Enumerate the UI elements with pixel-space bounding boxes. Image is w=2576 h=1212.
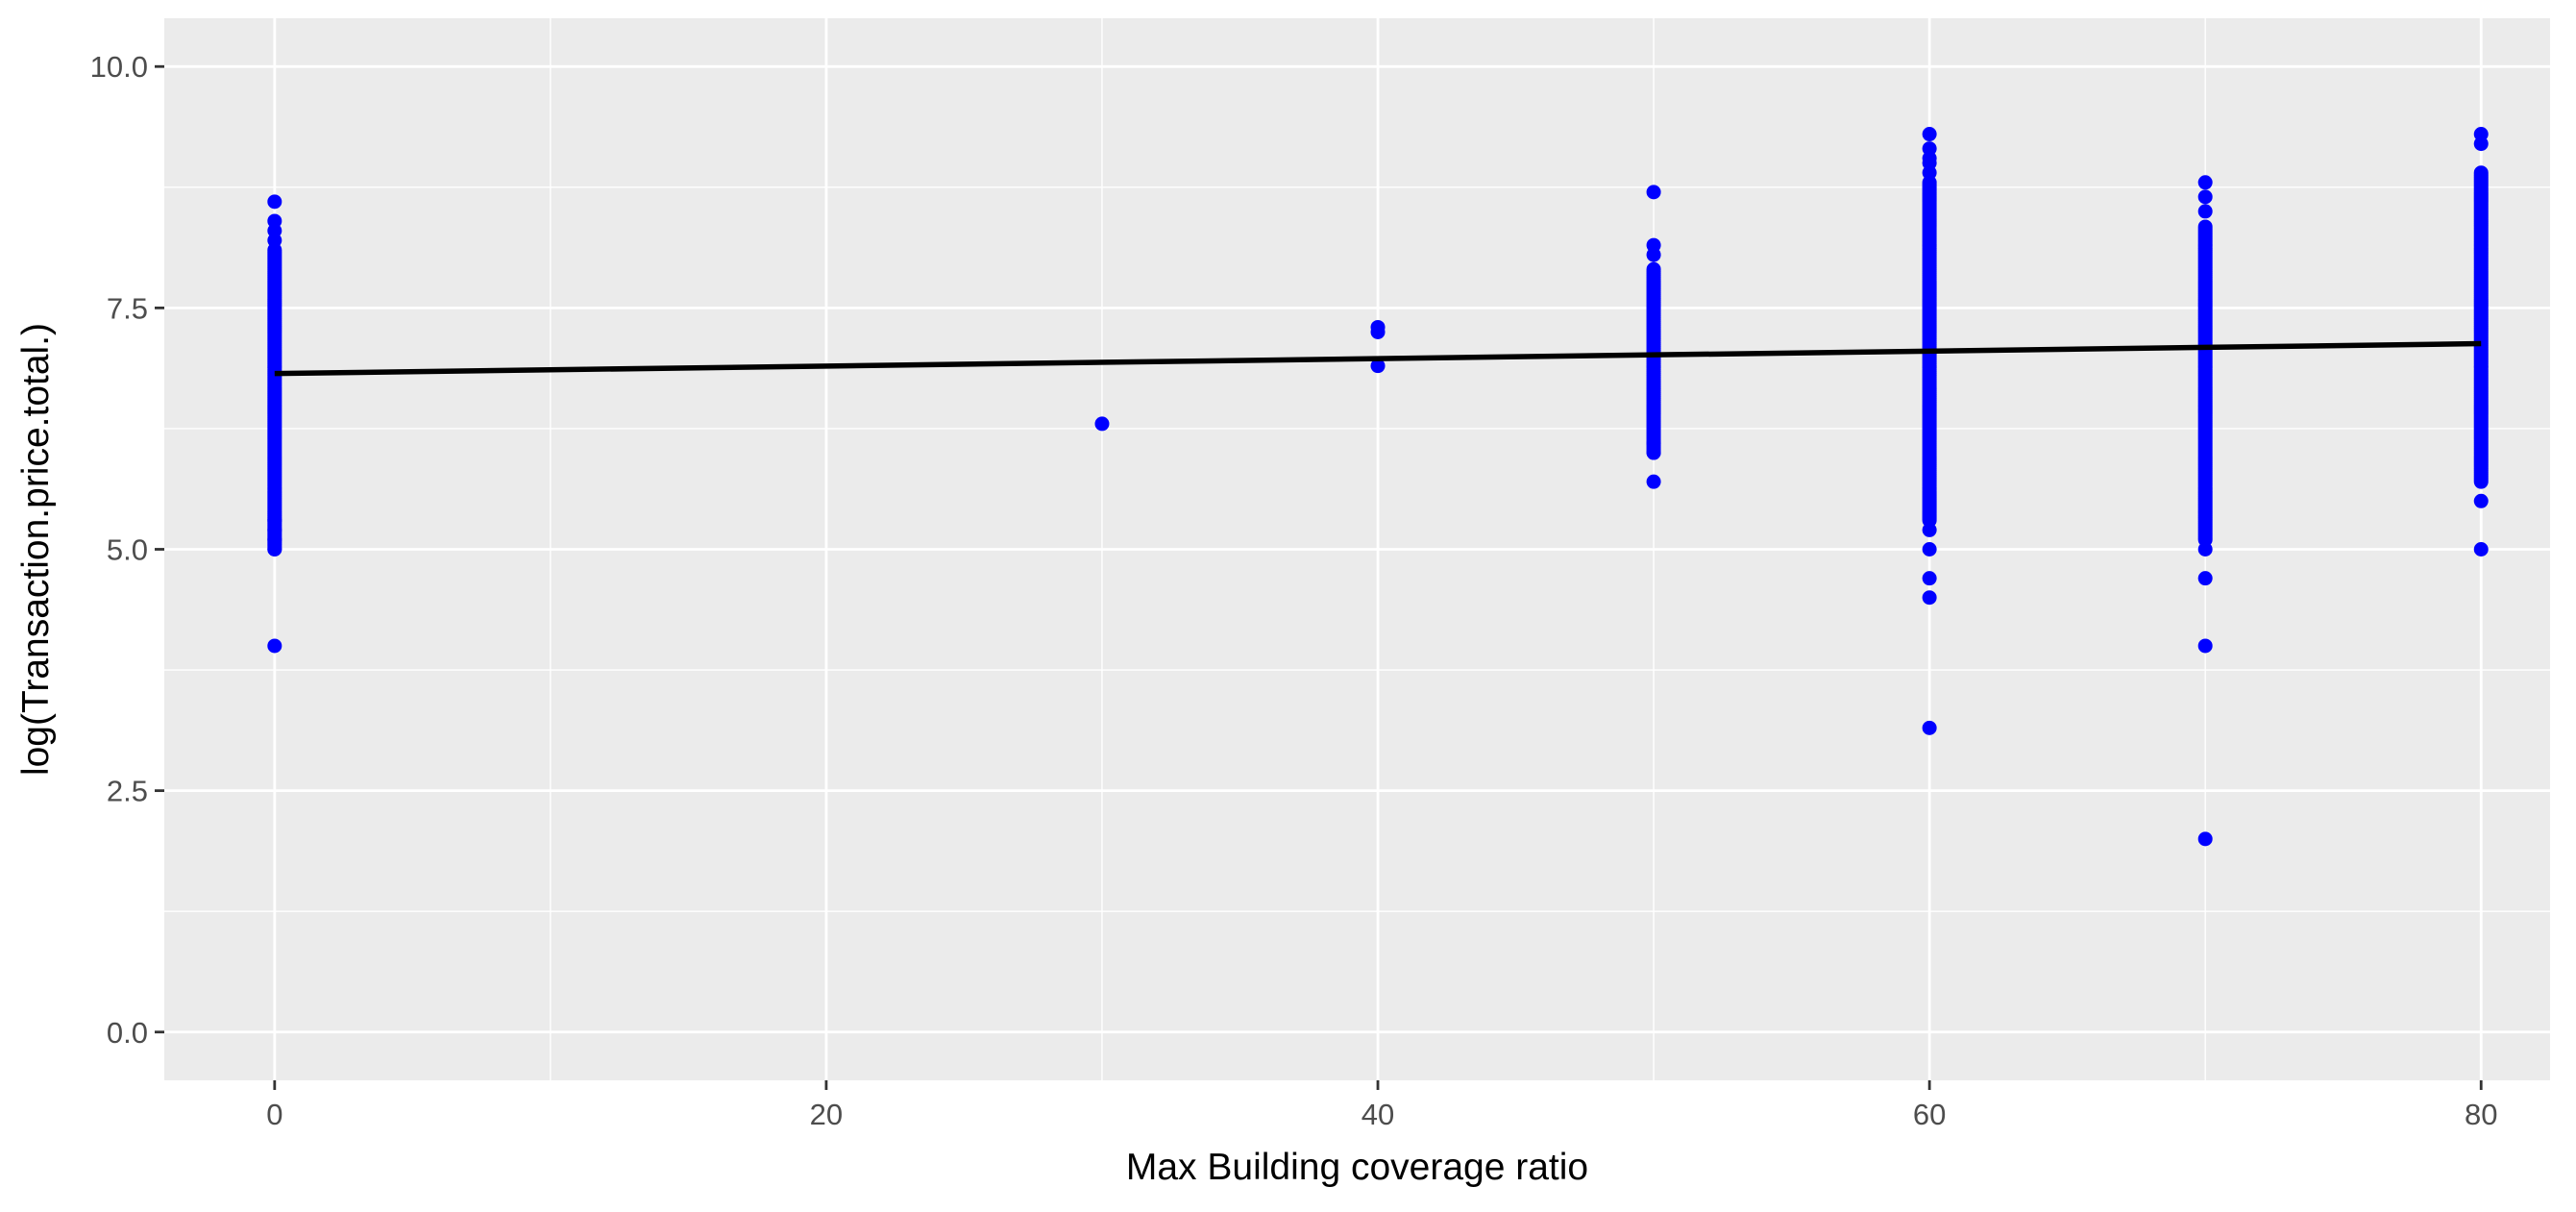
- data-point: [1646, 474, 1661, 489]
- data-point: [2197, 542, 2213, 557]
- y-axis-tick-labels: 0.0 2.5 5.0 7.5 10.0: [90, 50, 148, 1050]
- data-point: [267, 194, 282, 210]
- y-tick-label: 7.5: [107, 291, 148, 325]
- data-point: [267, 512, 282, 528]
- minor-gridlines: [164, 18, 2550, 1080]
- data-point: [1370, 359, 1386, 374]
- x-tick-label: 0: [266, 1098, 282, 1131]
- data-point: [2197, 175, 2213, 190]
- data-points: [267, 127, 2489, 847]
- data-point: [2197, 219, 2213, 235]
- data-point: [2473, 165, 2489, 181]
- regression-line: [274, 340, 2482, 377]
- x-tick-label: 80: [2465, 1098, 2497, 1131]
- data-point: [1646, 185, 1661, 200]
- data-point: [2197, 189, 2213, 205]
- x-axis-title: Max Building coverage ratio: [1126, 1147, 1588, 1188]
- data-point: [1094, 416, 1110, 432]
- data-point: [2197, 638, 2213, 654]
- x-tick-label: 60: [1913, 1098, 1946, 1131]
- data-point: [2473, 127, 2489, 142]
- data-point: [267, 213, 282, 229]
- data-point: [1922, 571, 1937, 586]
- data-point: [1922, 127, 1937, 142]
- data-point: [2197, 831, 2213, 847]
- data-point: [1922, 141, 1937, 157]
- y-tick-label: 0.0: [107, 1016, 148, 1050]
- x-axis-tick-labels: 0 20 40 60 80: [266, 1098, 2497, 1131]
- data-point: [1922, 590, 1937, 606]
- data-point: [1646, 261, 1661, 277]
- data-point: [1922, 720, 1937, 735]
- data-point: [1646, 237, 1661, 253]
- data-point: [1646, 435, 1661, 451]
- data-point: [2473, 493, 2489, 508]
- y-tick-label: 10.0: [90, 50, 148, 84]
- data-point: [1370, 319, 1386, 334]
- data-point: [2197, 204, 2213, 219]
- y-axis-title: log(Transaction.price.total.): [15, 323, 57, 776]
- x-tick-label: 40: [1362, 1098, 1394, 1131]
- data-point: [1922, 522, 1937, 537]
- x-tick-label: 20: [810, 1098, 843, 1131]
- data-point: [2473, 542, 2489, 557]
- data-point: [267, 638, 282, 654]
- y-tick-label: 5.0: [107, 533, 148, 567]
- axis-ticks: [155, 64, 2483, 1090]
- regression-line-group: [274, 340, 2482, 377]
- data-point: [1922, 542, 1937, 557]
- y-tick-label: 2.5: [107, 775, 148, 808]
- data-point: [2197, 571, 2213, 586]
